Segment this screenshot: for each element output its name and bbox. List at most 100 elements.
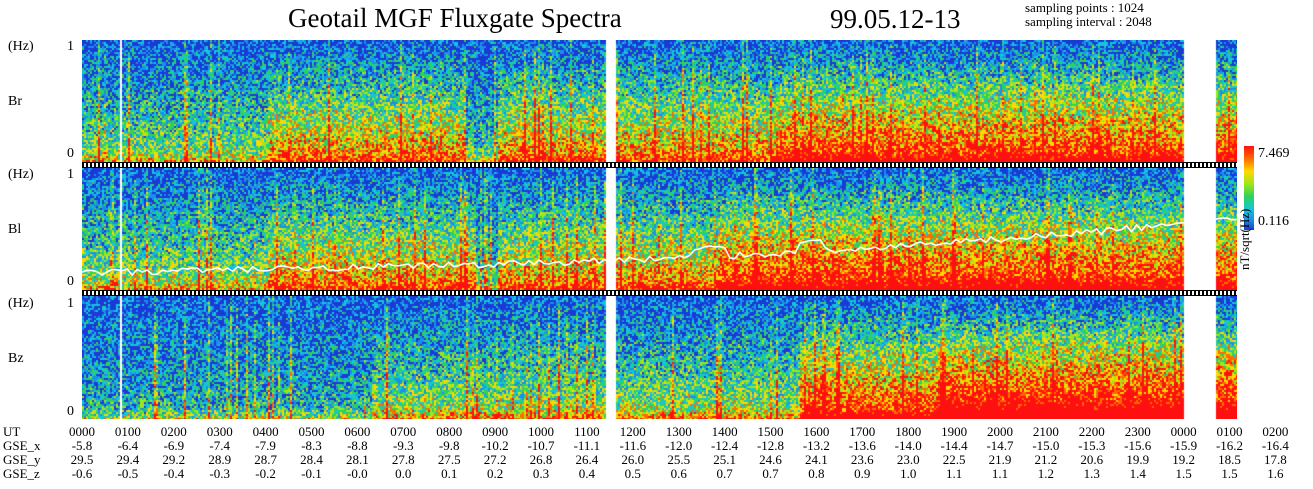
x-tick-label: 2300 (1124, 424, 1151, 439)
x-tick-label: 26.0 (621, 452, 645, 467)
x-tick-label: 21.2 (1034, 452, 1058, 467)
x-tick-label: -0.2 (255, 466, 276, 481)
x-tick-label: 0000 (1170, 424, 1197, 439)
x-tick-label: 1900 (941, 424, 968, 439)
x-tick-label: 1.5 (1175, 466, 1192, 481)
x-tick-label: 0.0 (395, 466, 412, 481)
x-tick-label: 0100 (1216, 424, 1243, 439)
panel-bl-ytick-min: 0 (67, 274, 74, 289)
x-tick-label: -12.0 (665, 438, 693, 453)
x-tick-label: 0800 (436, 424, 463, 439)
x-tick-label: -9.3 (393, 438, 414, 453)
x-tick-label: -12.8 (756, 438, 785, 453)
x-tick-label: -15.3 (1078, 438, 1106, 453)
x-tick-label: 0.9 (854, 466, 871, 481)
x-tick-label: 0400 (252, 424, 279, 439)
x-tick-label: 0300 (206, 424, 233, 439)
panel-br-ytick-min: 0 (67, 146, 74, 161)
panel-bz-ylabel: (Hz) (8, 296, 34, 311)
panel-br-name: Br (8, 94, 22, 109)
x-tick-label: -9.8 (438, 438, 460, 453)
x-tick-label: 21.9 (988, 452, 1012, 467)
x-tick-label: 29.5 (70, 452, 94, 467)
x-tick-label: 20.6 (1080, 452, 1104, 467)
panel-br-ytick-max: 1 (67, 39, 74, 54)
panel-bz-ytick-min: 0 (67, 404, 74, 419)
x-tick-label: 0200 (1262, 424, 1289, 439)
x-tick-label: -13.6 (848, 438, 876, 453)
bl-trace-svg (82, 217, 1237, 277)
x-tick-label: 25.1 (713, 452, 736, 467)
x-tick-label: 0000 (69, 424, 95, 439)
x-tick-label: 24.1 (805, 452, 828, 467)
x-tick-label: 1.1 (991, 466, 1009, 481)
x-tick-label: 27.5 (437, 452, 461, 467)
x-tick-label: -11.1 (573, 438, 601, 453)
chart-title: Geotail MGF Fluxgate Spectra (288, 3, 622, 33)
x-tick-label: 23.0 (896, 452, 920, 467)
spectrogram-panel-br (82, 40, 1237, 163)
x-axis-row-label: GSE_x (3, 438, 41, 453)
x-axis-ut-row: UT 0000 0100 0200 0300 0400 0500 0600 0700 0800 09… (0, 425, 1313, 438)
x-tick-label: 1000 (528, 424, 554, 439)
x-tick-label: 27.2 (483, 452, 507, 467)
x-tick-label: -16.2 (1215, 438, 1244, 453)
x-tick-label: 0600 (344, 424, 371, 439)
x-tick-label: 18.5 (1218, 452, 1241, 467)
x-tick-label: 0100 (114, 424, 141, 439)
x-tick-label: 28.1 (346, 452, 369, 467)
x-axis-row-label: GSE_z (3, 466, 40, 481)
panel-bz-name: Bz (8, 351, 24, 366)
x-axis-gse-x-row: GSE_x -5.8 -6.4 -6.9 -7.4 -7.9 -8.3 -8.8 -9.3 -9.… (0, 439, 1313, 452)
x-tick-label: -10.2 (481, 438, 509, 453)
x-tick-label: -5.8 (71, 438, 93, 453)
x-tick-label: -0.6 (71, 466, 93, 481)
x-axis-gse-z-row: GSE_z -0.6 -0.5 -0.4 -0.3 -0.2 -0.1 -0.0 0.0 0.1 0… (0, 467, 1313, 480)
x-tick-label: 1.2 (1037, 466, 1055, 481)
x-tick-label: -14.0 (894, 438, 922, 453)
x-tick-label: 0.5 (624, 466, 641, 481)
x-tick-label: 2000 (987, 424, 1013, 439)
x-tick-label: 28.4 (300, 452, 323, 467)
x-tick-label: 17.8 (1264, 452, 1287, 467)
x-tick-label: -12.4 (711, 438, 739, 453)
x-tick-label: 0.7 (762, 466, 779, 481)
x-tick-label: 0900 (482, 424, 509, 439)
x-tick-label: 2200 (1078, 424, 1105, 439)
x-tick-label: 24.6 (759, 452, 782, 467)
x-tick-label: 28.7 (254, 452, 277, 467)
x-tick-label: -6.9 (163, 438, 185, 453)
x-tick-label: 26.8 (529, 452, 553, 467)
panel-bl-ylabel: (Hz) (8, 167, 34, 182)
spectrogram-bl (82, 168, 1237, 291)
x-tick-label: 22.5 (942, 452, 966, 467)
x-axis-gse-y-row: GSE_y 29.5 29.4 29.2 28.9 28.7 28.4 28.1 27.8 27.… (0, 453, 1313, 466)
x-tick-label: 0.4 (578, 466, 596, 481)
x-axis-row-label: GSE_y (3, 452, 41, 467)
colorbar-unit-label: nT/sqrt(Hz) (1237, 208, 1252, 270)
x-tick-label: -11.6 (619, 438, 647, 453)
x-tick-label: -6.4 (117, 438, 139, 453)
x-tick-label: 25.5 (667, 452, 691, 467)
panel-bl-ytick-max: 1 (67, 167, 74, 182)
x-tick-label: -15.0 (1032, 438, 1060, 453)
spectrogram-br (82, 40, 1237, 163)
x-tick-label: -0.5 (117, 466, 139, 481)
colorbar-max-label: 7.469 (1258, 146, 1290, 161)
x-tick-label: 1500 (757, 424, 784, 439)
bl-overlay-trace (82, 217, 1237, 277)
x-tick-label: 0.7 (716, 466, 733, 481)
panel-separator (82, 162, 1237, 168)
panel-bz-ytick-max: 1 (67, 296, 74, 311)
x-tick-label: 1100 (574, 424, 600, 439)
x-tick-label: -15.6 (1124, 438, 1152, 453)
x-tick-label: 1.4 (1129, 466, 1146, 481)
panel-br-ylabel: (Hz) (8, 39, 34, 54)
x-tick-label: 1800 (895, 424, 922, 439)
x-tick-label: 0.2 (486, 466, 504, 481)
x-tick-label: 27.8 (391, 452, 415, 467)
x-tick-label: -14.7 (986, 438, 1014, 453)
x-tick-label: 0.8 (808, 466, 825, 481)
x-tick-label: 23.6 (850, 452, 874, 467)
x-tick-label: -7.9 (255, 438, 276, 453)
